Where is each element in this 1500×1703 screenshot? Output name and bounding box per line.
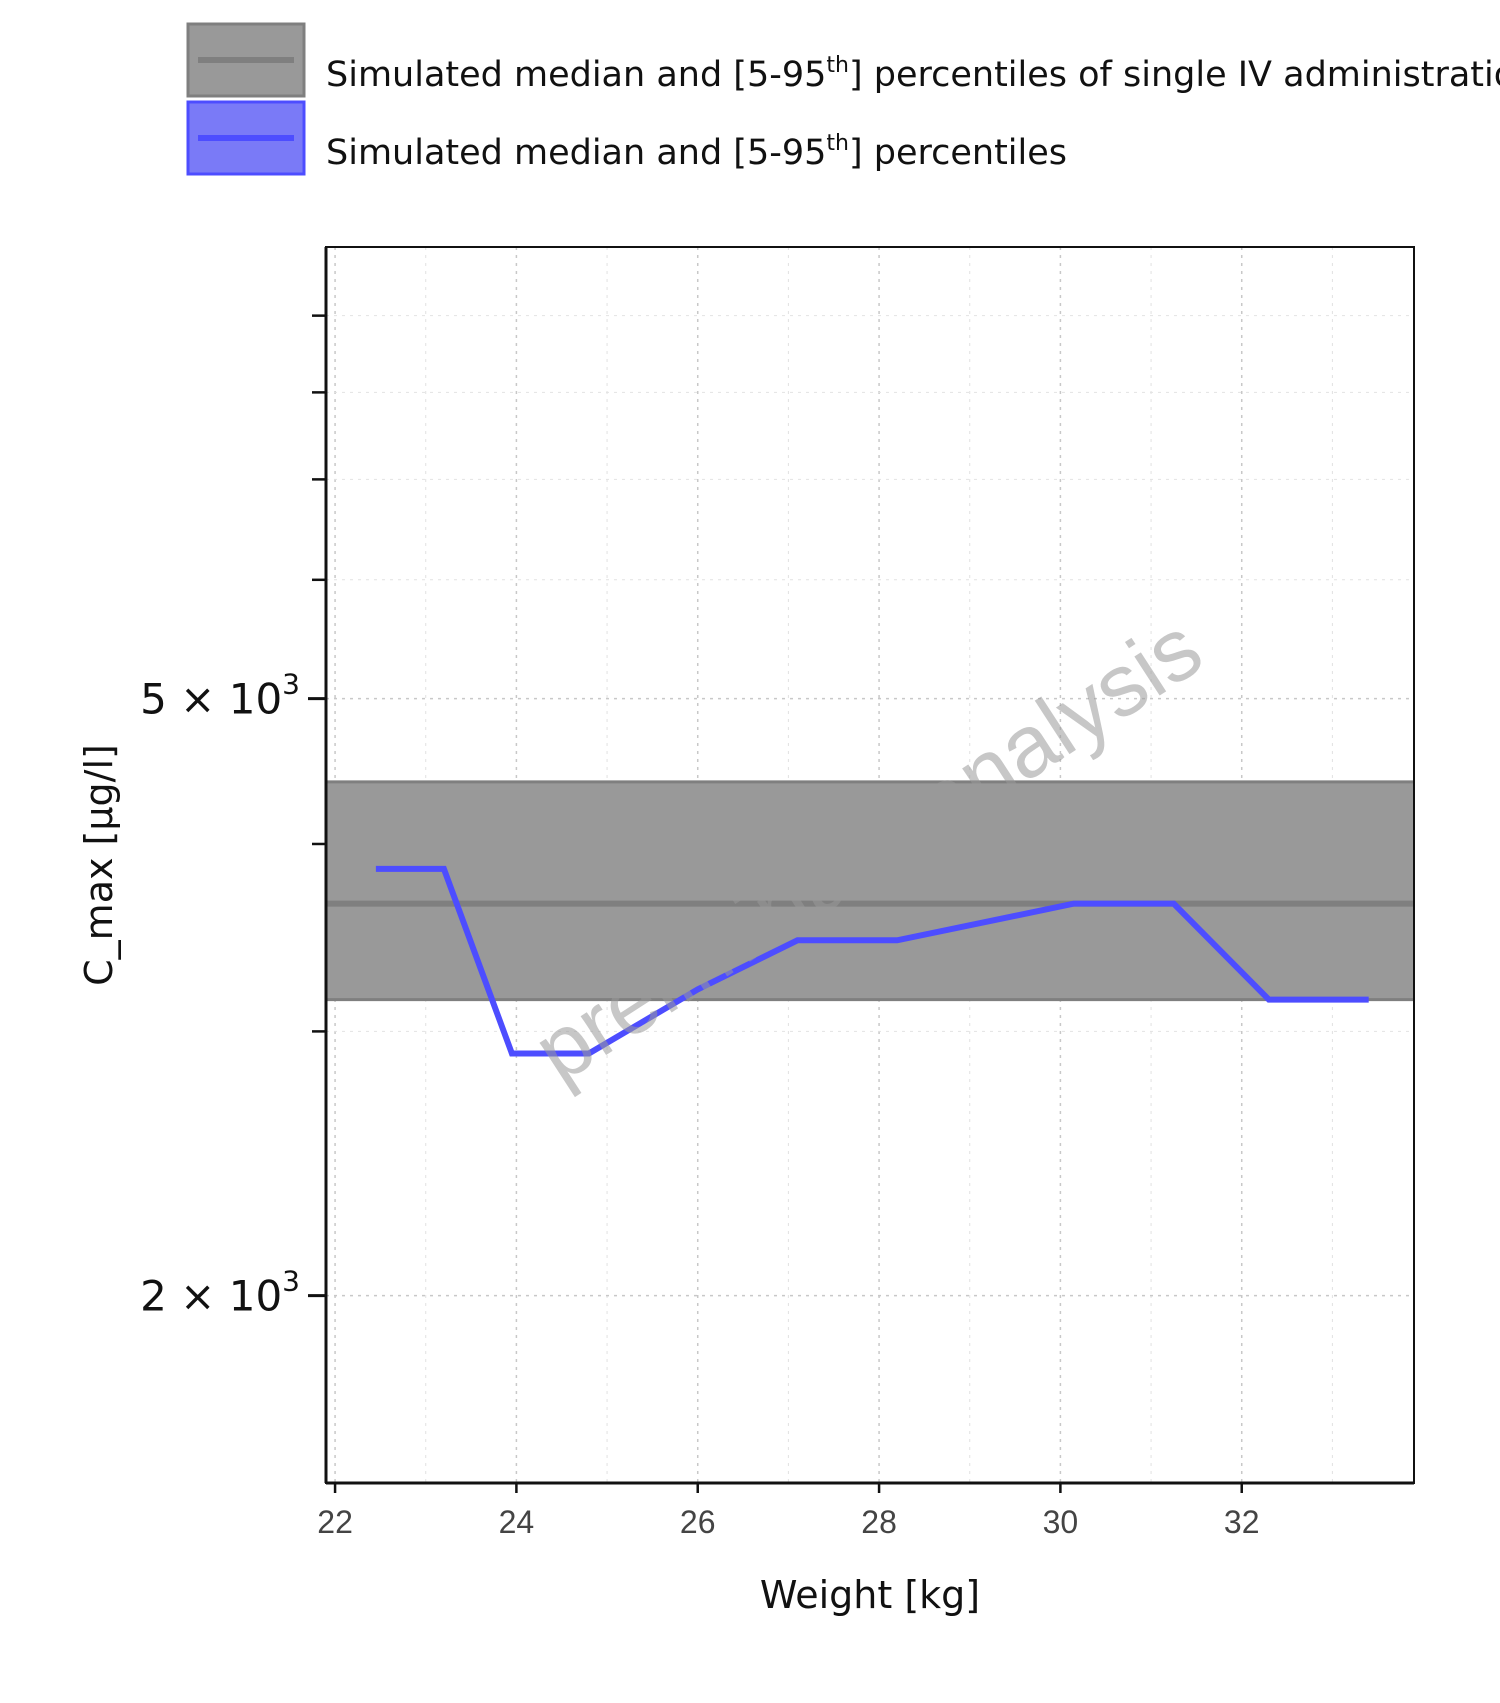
legend-item-band: Simulated median and [5-95th] percentile…	[186, 22, 1500, 98]
median-line	[375, 865, 1369, 1057]
x-tick-label: 28	[861, 1504, 897, 1540]
y-tick-label: 5 × 103	[140, 668, 300, 724]
line-series	[375, 865, 1369, 1057]
y-tick-label: 2 × 103	[140, 1265, 300, 1321]
x-tick-label: 32	[1224, 1504, 1260, 1540]
x-axis-title: Weight [kg]	[760, 1573, 980, 1617]
plot-panel: preliminary analysis 22 24 26 28 30 32 2 × 10…	[140, 246, 1415, 1540]
legend-label-line: Simulated median and [5-95th] percentile…	[326, 131, 1067, 173]
x-tick-label: 30	[1043, 1504, 1079, 1540]
legend-item-line: Simulated median and [5-95th] percentile…	[186, 100, 1067, 176]
x-tick-label: 26	[680, 1504, 716, 1540]
x-axis-ticks: 22 24 26 28 30 32	[317, 1483, 1260, 1540]
legend-label-band: Simulated median and [5-95th] percentile…	[326, 53, 1500, 95]
x-tick-label: 24	[499, 1504, 535, 1540]
legend: Simulated median and [5-95th] percentile…	[186, 22, 1500, 176]
y-axis-ticks: 2 × 103 5 × 103	[140, 314, 326, 1321]
y-axis-title: C_max [µg/l]	[77, 744, 121, 986]
x-tick-label: 22	[317, 1504, 353, 1540]
